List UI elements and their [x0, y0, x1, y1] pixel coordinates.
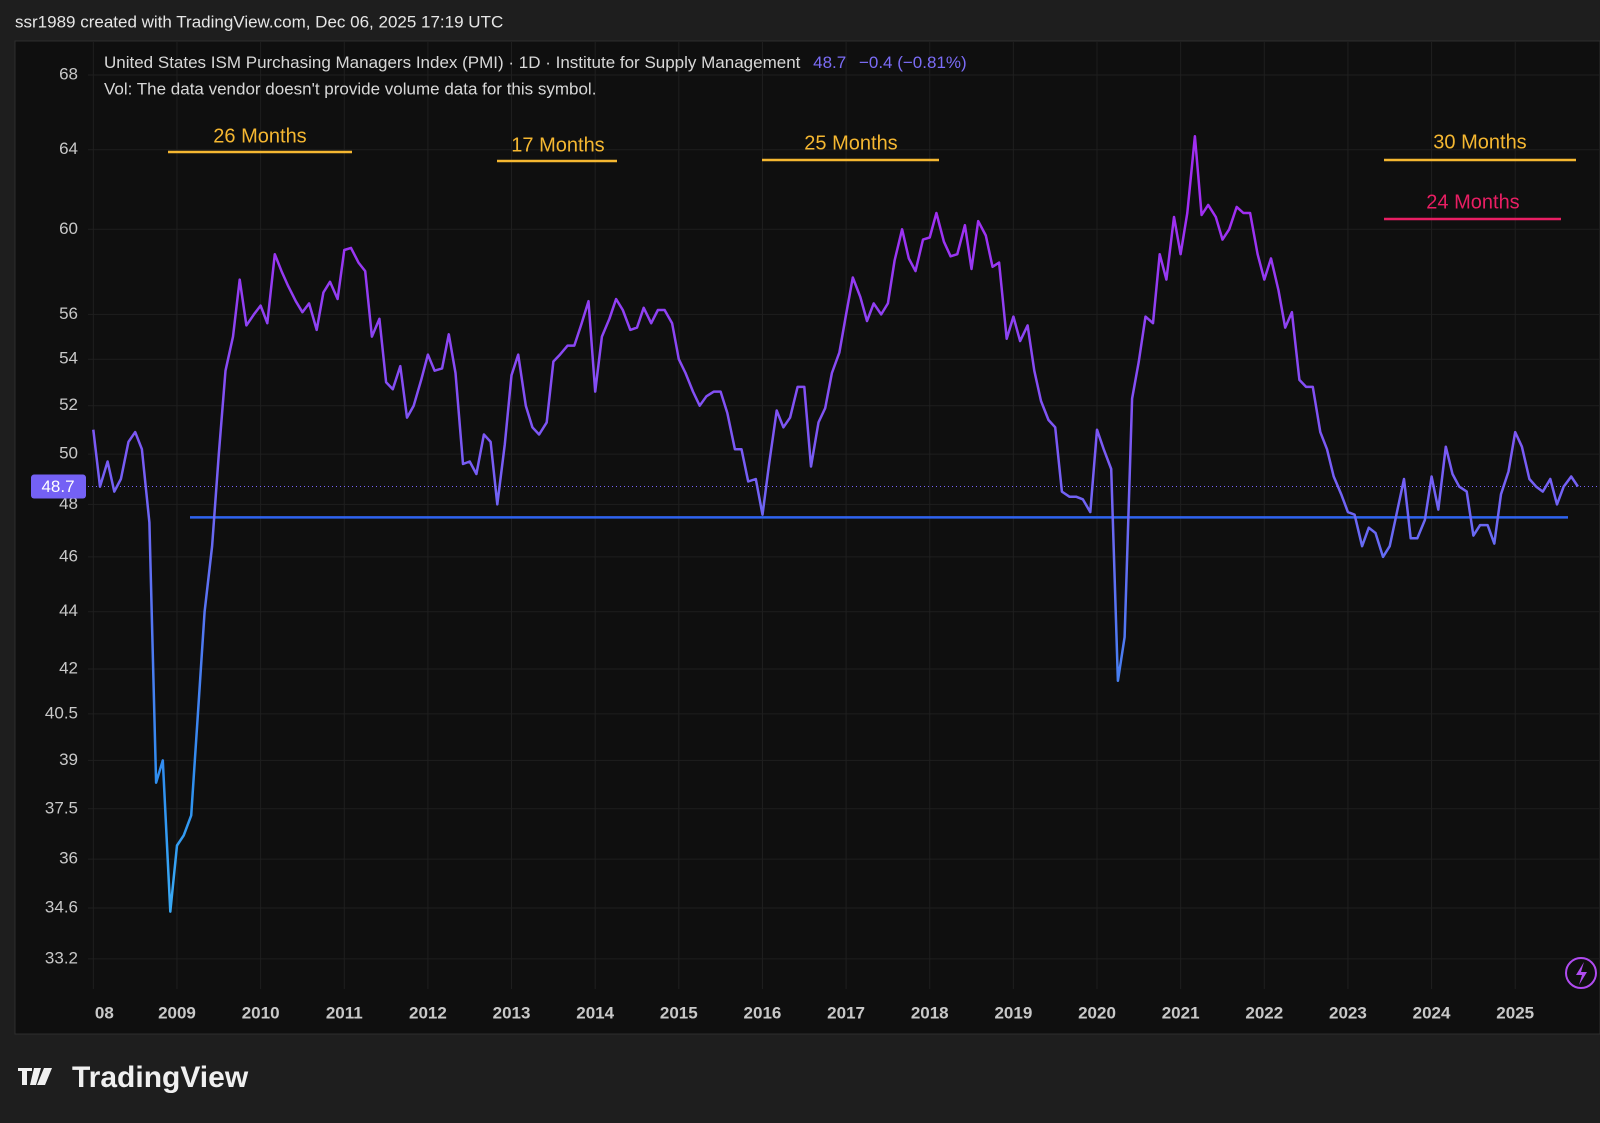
lightning-icon[interactable] [1576, 962, 1587, 985]
annotation-text: 17 Months [511, 134, 604, 156]
y-tick-label: 56 [59, 304, 78, 323]
legend-line: United States ISM Purchasing Managers In… [104, 53, 967, 72]
y-tick-label: 64 [59, 139, 78, 158]
x-tick-label: 2020 [1078, 1003, 1116, 1022]
x-tick-label: 2021 [1162, 1003, 1200, 1022]
y-tick-label: 68 [59, 64, 78, 83]
annotation-text: 26 Months [213, 125, 306, 147]
x-tick-label: 2023 [1329, 1003, 1367, 1022]
y-tick-label: 40.5 [45, 703, 78, 722]
annotation-text: 24 Months [1426, 191, 1519, 213]
change: −0.4 (−0.81%) [859, 53, 967, 72]
last-value: 48.7 [813, 53, 846, 72]
y-tick-label: 39 [59, 750, 78, 769]
x-tick-label: 2025 [1496, 1003, 1534, 1022]
x-tick-label: 08 [95, 1003, 114, 1022]
lightning-circle[interactable] [1565, 957, 1597, 989]
pmi-line [92, 135, 1579, 913]
x-tick-label: 2009 [158, 1003, 196, 1022]
y-tick-label: 54 [59, 349, 78, 368]
lightning-button[interactable] [1565, 957, 1597, 989]
y-tick-label: 46 [59, 546, 78, 565]
x-tick-label: 2013 [493, 1003, 531, 1022]
credit: ssr1989 created with TradingView.com, De… [15, 12, 503, 31]
x-tick-label: 2017 [827, 1003, 865, 1022]
last-value-label: 48.7 [41, 477, 74, 496]
y-tick-label: 48 [59, 494, 78, 513]
x-tick-label: 2022 [1245, 1003, 1283, 1022]
x-tick-label: 2018 [911, 1003, 949, 1022]
logo: TradingView [18, 1061, 249, 1094]
x-tick-label: 2011 [326, 1003, 363, 1022]
x-tick-label: 2016 [744, 1003, 782, 1022]
y-tick-label: 42 [59, 659, 78, 678]
x-tick-label: 2010 [242, 1003, 280, 1022]
x-tick-label: 2015 [660, 1003, 698, 1022]
x-tick-label: 2024 [1413, 1003, 1451, 1022]
chart-panel [14, 40, 1600, 1035]
chart-subtitle: Vol: The data vendor doesn't provide vol… [104, 79, 596, 98]
y-tick-label: 36 [59, 849, 78, 868]
chart-title: United States ISM Purchasing Managers In… [104, 53, 801, 72]
y-tick-label: 44 [59, 601, 78, 620]
y-tick-label: 52 [59, 395, 78, 414]
last-value-tag [31, 474, 86, 499]
y-tick-label: 60 [59, 219, 78, 238]
y-tick-label: 33.2 [45, 948, 78, 967]
y-tick-label: 34.6 [45, 897, 78, 916]
annotation-text: 30 Months [1433, 131, 1526, 153]
logo-icon [18, 1068, 52, 1085]
logo-text: TradingView [72, 1061, 249, 1094]
annotation-text: 25 Months [804, 132, 897, 154]
x-tick-label: 2014 [576, 1003, 614, 1022]
x-tick-label: 2019 [994, 1003, 1032, 1022]
y-tick-label: 37.5 [45, 798, 78, 817]
x-tick-label: 2012 [409, 1003, 447, 1022]
plot: 33.2 34.6 36 37.5 39 40.5 42 44 46 48 50 52 54 56 60 64… [31, 41, 1600, 1022]
y-tick-label: 50 [59, 444, 78, 463]
